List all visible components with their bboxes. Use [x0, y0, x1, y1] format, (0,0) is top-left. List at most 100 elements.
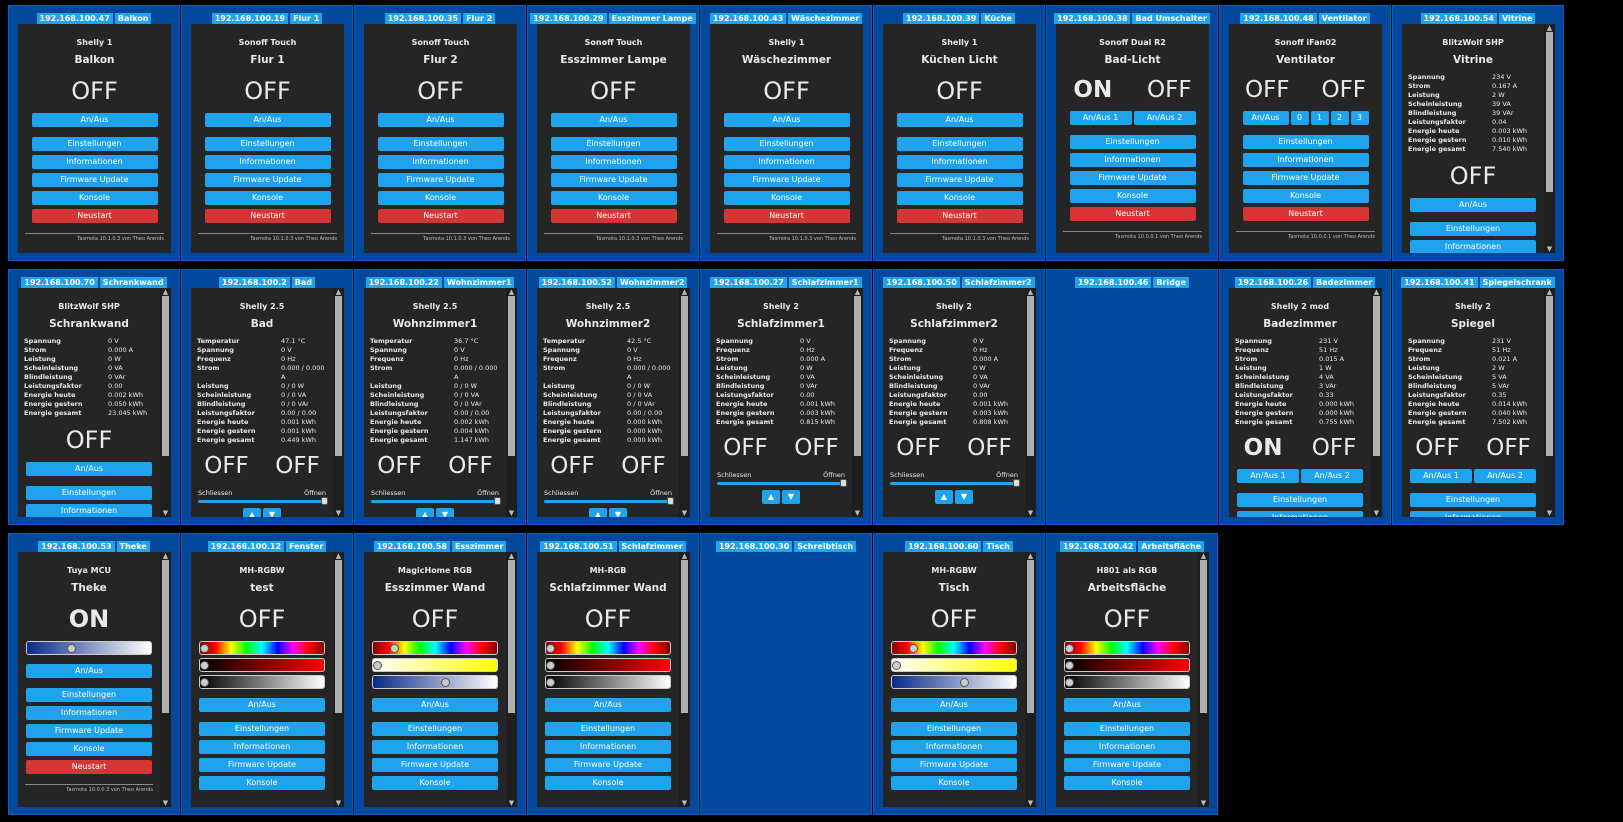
toggle-button-[interactable]: ▲	[762, 490, 780, 504]
device-ip-link[interactable]: 192.168.100.2	[218, 277, 290, 288]
color-slider-dimred[interactable]	[1064, 658, 1190, 672]
scrollbar[interactable]: ▲ ▼	[506, 288, 517, 517]
menu-button-firmware-update[interactable]: Firmware Update	[1064, 758, 1190, 772]
device-ip-link[interactable]: 192.168.100.12	[207, 541, 285, 552]
toggle-button-[interactable]: ▲	[416, 508, 434, 517]
scroll-down-icon[interactable]: ▼	[335, 799, 342, 807]
color-slider-white[interactable]	[1064, 675, 1190, 689]
color-slider-knob[interactable]	[546, 661, 555, 670]
shutter-position-slider[interactable]: Schliessen Öffnen	[371, 489, 501, 505]
device-ip-link[interactable]: 192.168.100.27	[710, 277, 787, 288]
device-ip-link[interactable]: 192.168.100.26	[1234, 277, 1312, 288]
color-slider-knob[interactable]	[960, 678, 970, 687]
color-slider-knob[interactable]	[200, 678, 209, 687]
device-ip-link[interactable]: 192.168.100.53	[38, 541, 115, 552]
toggle-button[interactable]: An/Aus	[199, 698, 325, 712]
color-slider-hue[interactable]	[372, 641, 498, 655]
menu-button-firmware-update[interactable]: Firmware Update	[1242, 171, 1369, 185]
menu-button-einstellungen[interactable]: Einstellungen	[896, 137, 1023, 151]
menu-button-firmware-update[interactable]: Firmware Update	[31, 173, 158, 187]
color-slider-knob[interactable]	[441, 678, 451, 687]
scrollbar[interactable]: ▲ ▼	[679, 552, 690, 807]
scrollbar[interactable]: ▲ ▼	[679, 288, 690, 517]
scroll-up-icon[interactable]: ▲	[681, 288, 688, 296]
menu-button-firmware-update[interactable]: Firmware Update	[550, 173, 677, 187]
scrollbar-thumb[interactable]	[508, 560, 515, 713]
menu-button-konsole[interactable]: Konsole	[723, 191, 850, 205]
menu-button-konsole[interactable]: Konsole	[1069, 189, 1196, 203]
toggle-button[interactable]: An/Aus	[26, 462, 152, 476]
scrollbar-thumb[interactable]	[1546, 32, 1553, 193]
color-slider-dimred[interactable]	[199, 658, 325, 672]
menu-button-einstellungen[interactable]: Einstellungen	[1410, 222, 1536, 236]
device-ip-link[interactable]: 192.168.100.47	[36, 13, 113, 24]
menu-button-firmware-update[interactable]: Firmware Update	[199, 758, 325, 772]
color-slider-knob[interactable]	[909, 644, 919, 653]
menu-button-firmware-update[interactable]: Firmware Update	[377, 173, 504, 187]
menu-button-informationen[interactable]: Informationen	[550, 155, 677, 169]
scrollbar-thumb[interactable]	[681, 560, 688, 713]
device-ip-link[interactable]: 192.168.100.22	[365, 277, 442, 288]
color-slider-hue[interactable]	[891, 641, 1017, 655]
menu-button-konsole[interactable]: Konsole	[26, 742, 152, 756]
color-slider-knob[interactable]	[390, 644, 400, 653]
toggle-button-an-aus-1[interactable]: An/Aus 1	[1237, 469, 1299, 483]
menu-button-informationen[interactable]: Informationen	[377, 155, 504, 169]
scrollbar[interactable]: ▲ ▼	[333, 288, 344, 517]
toggle-button-0[interactable]: 0	[1290, 111, 1309, 125]
device-ip-link[interactable]: 192.168.100.51	[540, 541, 617, 552]
menu-button-konsole[interactable]: Konsole	[896, 191, 1023, 205]
color-slider-knob[interactable]	[1065, 678, 1074, 687]
scroll-up-icon[interactable]: ▲	[1027, 552, 1034, 560]
color-slider-hue[interactable]	[199, 641, 325, 655]
scroll-down-icon[interactable]: ▼	[508, 509, 515, 517]
scrollbar[interactable]: ▲ ▼	[333, 552, 344, 807]
scrollbar[interactable]: ▲ ▼	[160, 288, 171, 517]
device-ip-link[interactable]: 192.168.100.19	[211, 13, 289, 24]
menu-button-informationen[interactable]: Informationen	[1410, 240, 1536, 253]
color-slider-knob[interactable]	[1065, 644, 1074, 653]
menu-button-einstellungen[interactable]: Einstellungen	[31, 137, 158, 151]
toggle-button-[interactable]: ▲	[243, 508, 261, 517]
scroll-down-icon[interactable]: ▼	[681, 799, 688, 807]
scrollbar[interactable]: ▲ ▼	[160, 552, 171, 807]
menu-button-firmware-update[interactable]: Firmware Update	[723, 173, 850, 187]
menu-button-firmware-update[interactable]: Firmware Update	[204, 173, 331, 187]
restart-button[interactable]: Neustart	[204, 209, 331, 223]
restart-button[interactable]: Neustart	[31, 209, 158, 223]
device-ip-link[interactable]: 192.168.100.52	[538, 277, 615, 288]
device-ip-link[interactable]: 192.168.100.29	[530, 13, 607, 24]
device-ip-link[interactable]: 192.168.100.39	[903, 13, 980, 24]
menu-button-einstellungen[interactable]: Einstellungen	[1064, 722, 1190, 736]
toggle-button-3[interactable]: 3	[1350, 111, 1369, 125]
device-ip-link[interactable]: 192.168.100.50	[883, 277, 960, 288]
menu-button-konsole[interactable]: Konsole	[31, 191, 158, 205]
shutter-position-slider[interactable]: Schliessen Öffnen	[717, 471, 847, 487]
menu-button-einstellungen[interactable]: Einstellungen	[723, 137, 850, 151]
menu-button-informationen[interactable]: Informationen	[31, 155, 158, 169]
color-slider-warm[interactable]	[372, 658, 498, 672]
color-slider-knob[interactable]	[373, 661, 382, 670]
device-ip-link[interactable]: 192.168.100.30	[715, 541, 793, 552]
color-slider-hue[interactable]	[545, 641, 671, 655]
menu-button-firmware-update[interactable]: Firmware Update	[545, 758, 671, 772]
scroll-down-icon[interactable]: ▼	[162, 799, 169, 807]
toggle-button[interactable]: An/Aus	[896, 113, 1023, 127]
scroll-up-icon[interactable]: ▲	[681, 552, 688, 560]
device-ip-link[interactable]: 192.168.100.43	[709, 13, 787, 24]
toggle-button-[interactable]: ▼	[436, 508, 454, 517]
scroll-up-icon[interactable]: ▲	[335, 288, 342, 296]
menu-button-konsole[interactable]: Konsole	[372, 776, 498, 790]
scrollbar-thumb[interactable]	[508, 296, 515, 457]
menu-button-einstellungen[interactable]: Einstellungen	[1237, 493, 1363, 507]
scroll-up-icon[interactable]: ▲	[508, 288, 515, 296]
scrollbar-thumb[interactable]	[681, 296, 688, 457]
color-slider-hue[interactable]	[1064, 641, 1190, 655]
restart-button[interactable]: Neustart	[896, 209, 1023, 223]
toggle-button[interactable]: An/Aus	[545, 698, 671, 712]
menu-button-informationen[interactable]: Informationen	[1064, 740, 1190, 754]
scrollbar[interactable]: ▲ ▼	[1544, 24, 1555, 253]
color-slider-knob[interactable]	[546, 678, 555, 687]
menu-button-konsole[interactable]: Konsole	[550, 191, 677, 205]
shutter-position-slider[interactable]: Schliessen Öffnen	[544, 489, 674, 505]
